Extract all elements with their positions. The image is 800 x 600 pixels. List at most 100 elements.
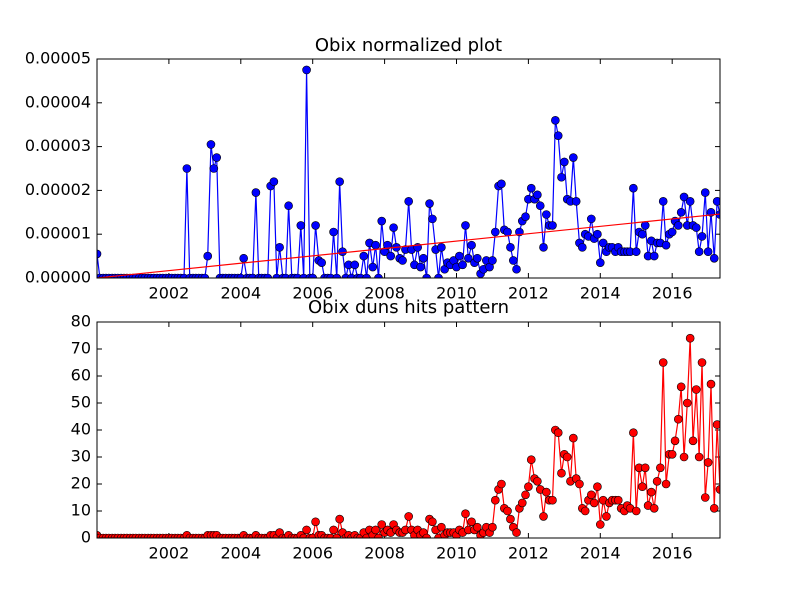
y-tick-label: 0.00002	[25, 180, 91, 199]
data-point	[377, 520, 387, 529]
data-point	[598, 238, 608, 248]
data-point	[587, 214, 596, 224]
data-point	[332, 273, 342, 278]
data-point	[512, 528, 521, 537]
data-point	[629, 428, 638, 438]
data-point	[542, 487, 551, 497]
data-point	[212, 153, 222, 162]
data-point	[613, 495, 623, 505]
y-tick-label: 40	[71, 420, 91, 439]
data-point	[629, 183, 638, 193]
data-point	[706, 379, 716, 389]
data-point	[317, 258, 326, 267]
data-point	[263, 273, 273, 278]
data-point	[553, 428, 563, 438]
data-point	[694, 247, 704, 257]
data-point	[461, 509, 470, 519]
x-tick-label: 2014	[580, 544, 621, 563]
data-point	[661, 240, 671, 250]
x-tick-label: 2006	[292, 544, 333, 563]
data-point	[209, 164, 219, 173]
data-point	[508, 256, 518, 265]
data-point	[640, 463, 650, 473]
data-point	[673, 221, 683, 230]
data-point	[517, 498, 527, 508]
data-point	[350, 260, 360, 270]
data-point	[562, 452, 572, 462]
data-point	[557, 468, 566, 478]
data-point	[694, 452, 704, 462]
data-point	[368, 262, 378, 272]
data-point	[503, 506, 512, 516]
data-point	[464, 253, 473, 263]
data-point	[506, 514, 515, 524]
data-point	[428, 214, 437, 224]
data-point	[688, 436, 698, 446]
y-tick-label: 0.00004	[25, 92, 91, 111]
data-point	[526, 183, 536, 193]
data-point	[332, 533, 342, 538]
data-point	[335, 177, 344, 186]
data-point	[703, 247, 713, 257]
chart-title: Obix duns hits pattern	[308, 297, 509, 318]
y-tick-label: 0.00003	[25, 136, 91, 155]
y-tick-label: 0.00005	[25, 49, 91, 68]
data-point	[296, 221, 306, 230]
data-point	[691, 223, 701, 232]
data-point	[700, 188, 710, 197]
data-point	[329, 227, 338, 237]
data-point	[557, 172, 566, 182]
data-point	[371, 525, 380, 535]
data-point	[422, 273, 431, 278]
y-tick-label: 70	[71, 339, 91, 358]
data-point	[649, 503, 659, 513]
data-point	[275, 243, 284, 252]
data-point	[715, 485, 720, 494]
data-point	[533, 476, 542, 486]
data-point	[521, 490, 530, 500]
y-tick-label: 0.00000	[25, 268, 91, 287]
data-point	[569, 433, 578, 443]
data-point	[640, 221, 650, 230]
data-point	[416, 262, 425, 272]
data-point	[506, 243, 515, 252]
data-point	[697, 358, 707, 367]
y-tick-label: 80	[71, 312, 91, 331]
data-point	[709, 253, 719, 263]
data-point	[553, 131, 563, 140]
data-point	[685, 197, 695, 206]
x-tick-label: 2008	[364, 544, 405, 563]
data-point	[679, 452, 689, 462]
data-point	[551, 116, 560, 125]
data-point	[374, 273, 383, 278]
data-point	[206, 140, 216, 149]
data-point	[712, 420, 720, 429]
data-point	[647, 487, 656, 497]
data-point	[488, 522, 497, 532]
data-point	[631, 506, 641, 516]
data-point	[709, 503, 719, 513]
data-point	[503, 227, 512, 237]
data-point	[539, 512, 548, 521]
data-point	[712, 197, 720, 206]
data-point	[338, 247, 347, 257]
data-point	[467, 240, 476, 250]
data-point	[524, 482, 533, 492]
data-point	[335, 514, 344, 524]
data-point	[548, 221, 557, 230]
data-point	[329, 525, 338, 535]
data-point	[667, 227, 677, 237]
data-point	[526, 455, 536, 465]
data-point	[656, 463, 665, 473]
data-point	[497, 179, 506, 189]
data-point	[269, 177, 279, 186]
data-point	[473, 253, 482, 263]
data-point	[512, 264, 521, 274]
data-point	[602, 512, 611, 521]
y-tick-label: 50	[71, 393, 91, 412]
x-tick-label: 2006	[292, 284, 333, 303]
x-tick-label: 2010	[436, 284, 477, 303]
data-point	[631, 247, 641, 257]
data-point	[548, 495, 557, 505]
